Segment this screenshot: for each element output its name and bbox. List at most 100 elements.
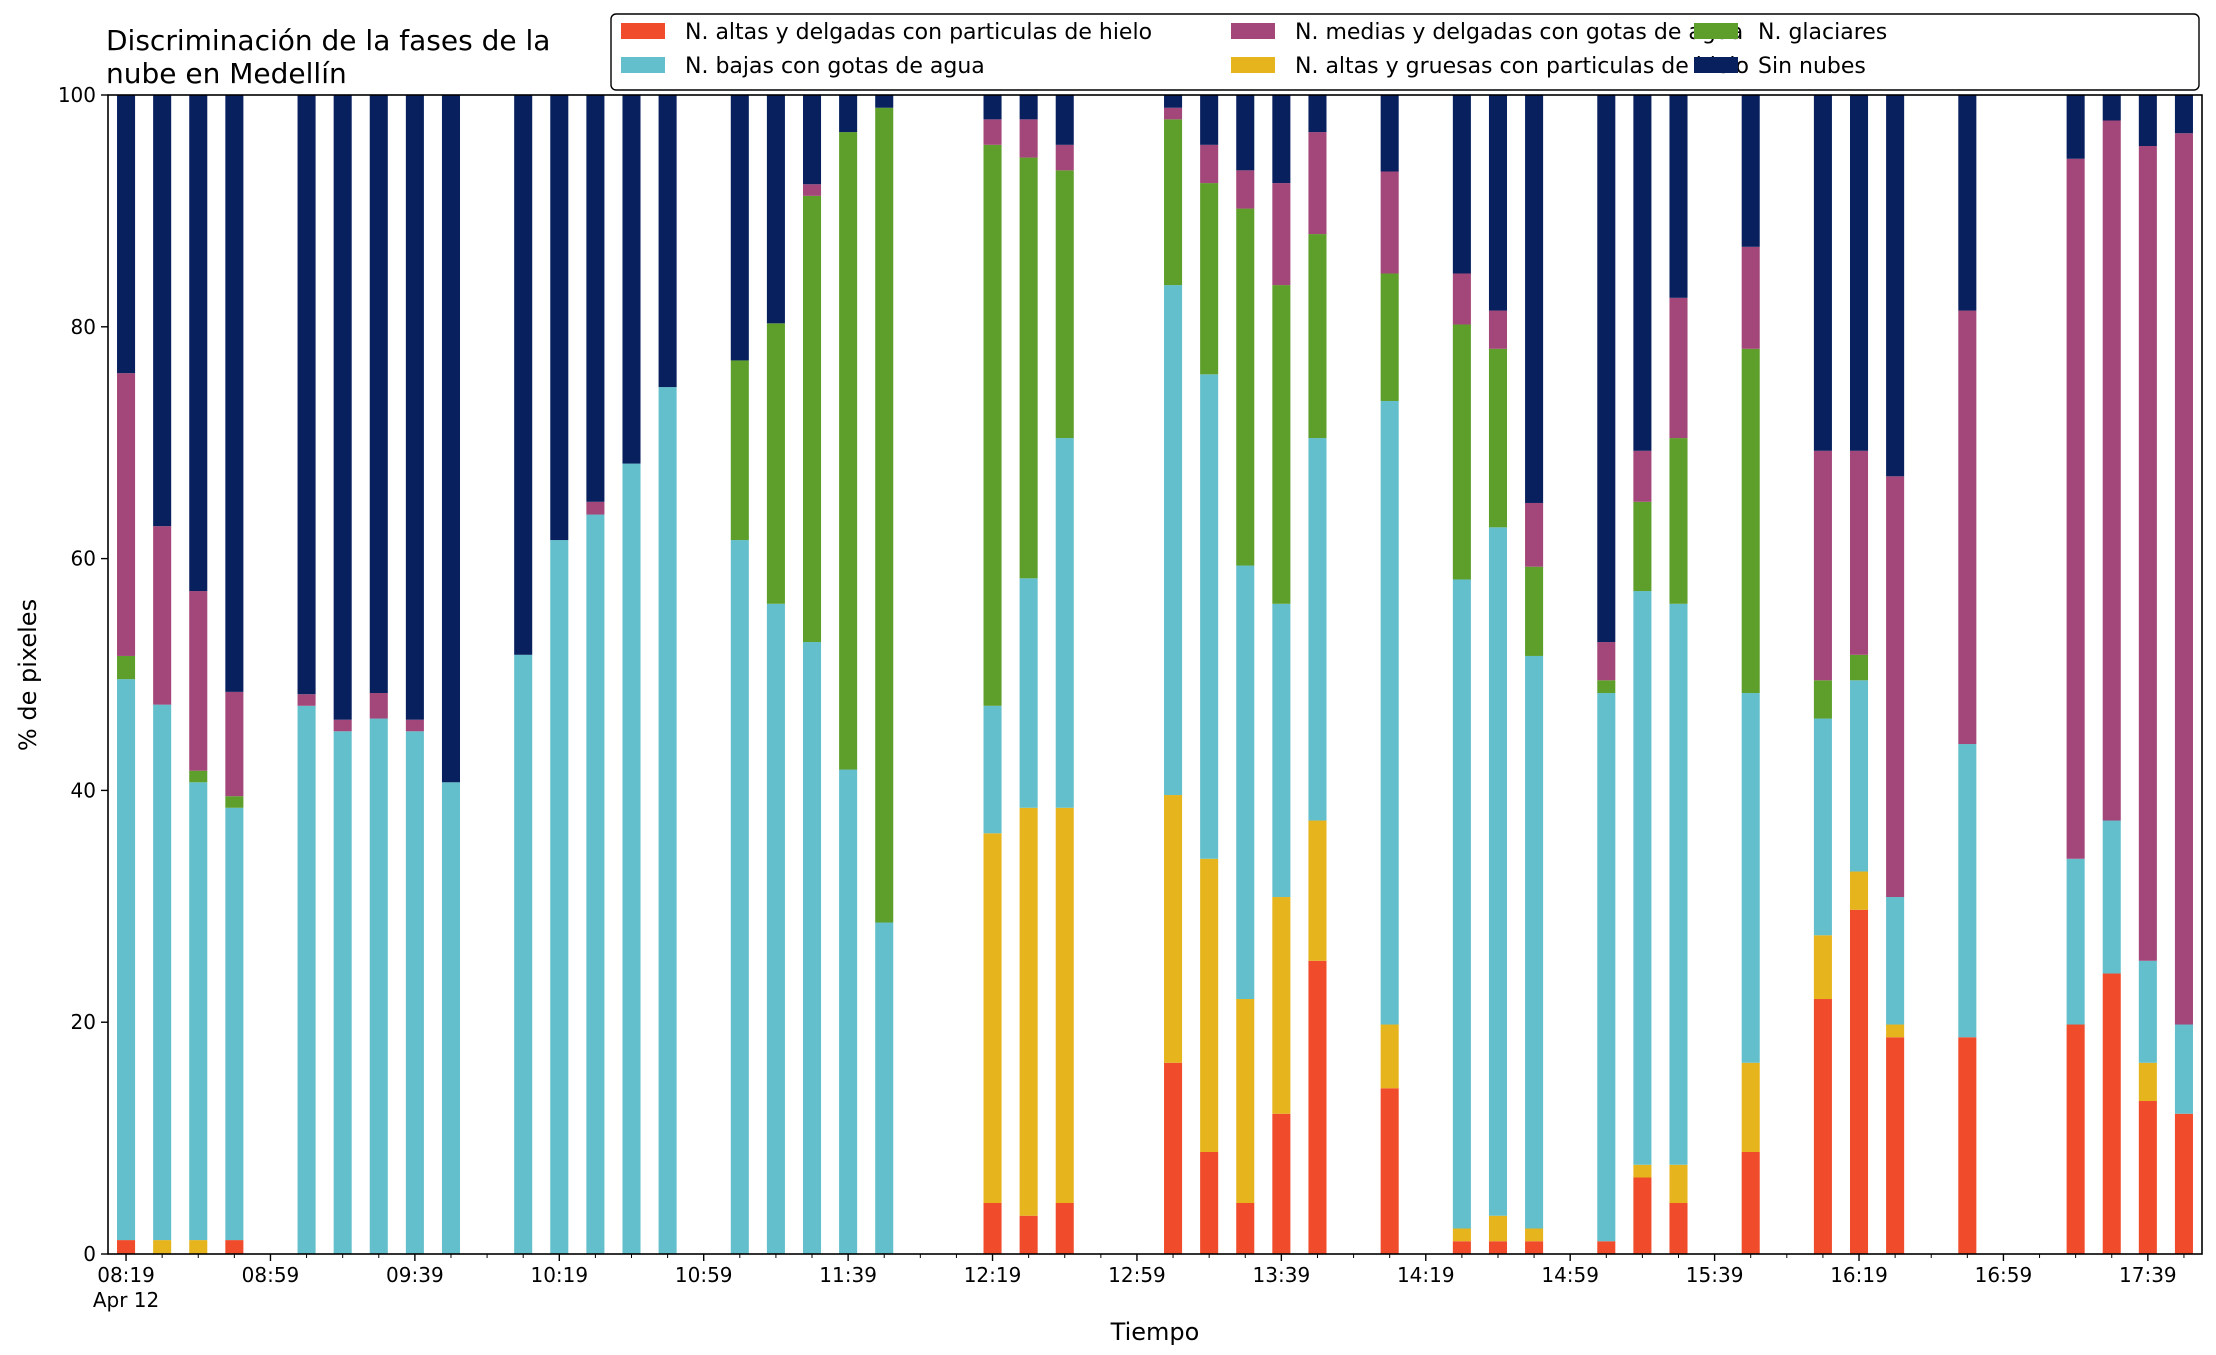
legend-item: N. altas y delgadas con particulas de hi… (621, 20, 1152, 45)
bar-segment (1452, 1241, 1471, 1254)
bar-segment (1308, 132, 1327, 235)
bar-segment (441, 782, 461, 1254)
bar-segment (405, 731, 424, 1254)
bar-segment (1669, 297, 1688, 439)
bar-stack (1236, 95, 1255, 1254)
bar-segment (1886, 1037, 1905, 1254)
bar-segment (1488, 1241, 1508, 1254)
bar-stack (1380, 95, 1399, 1254)
bar-stack (1525, 95, 1544, 1254)
bar-segment (2066, 1024, 2085, 1254)
bar-segment (1236, 1203, 1255, 1254)
bar-segment (1200, 858, 1219, 1153)
bar-segment (117, 679, 136, 1241)
bar-segment (1886, 1024, 1905, 1038)
bar-segment (1488, 1215, 1508, 1242)
bar-segment (1272, 1113, 1291, 1254)
bar-segment (117, 1240, 136, 1254)
bar-stack (550, 95, 569, 1254)
bar-segment (550, 540, 569, 1254)
legend-item: N. bajas con gotas de agua (621, 54, 985, 79)
bar-segment (1597, 642, 1616, 681)
bar-segment (1055, 95, 1074, 145)
bar-segment (1597, 693, 1616, 1242)
bar-segment (1380, 273, 1399, 401)
bar-stack (117, 95, 136, 1254)
bar-stack (586, 95, 605, 1254)
bar-stack (189, 95, 208, 1254)
legend-swatch (1694, 23, 1738, 39)
bar-segment (1813, 718, 1832, 936)
bar-segment (766, 95, 785, 324)
bar-stack (622, 95, 641, 1254)
bar-segment (297, 95, 316, 695)
legend-swatch (1231, 23, 1275, 39)
bar-segment (1525, 1228, 1544, 1242)
y-tick-label: 100 (58, 83, 96, 107)
bar-segment (2066, 95, 2085, 159)
legend-label: N. medias y delgadas con gotas de agua (1295, 20, 1743, 45)
bar-segment (1380, 400, 1399, 1025)
bar-stack (1741, 95, 1760, 1254)
bar-segment (153, 704, 172, 1241)
bar-segment (766, 323, 785, 604)
bar-segment (1958, 310, 1977, 745)
bar-segment (1813, 935, 1832, 1000)
bar-segment (1055, 170, 1074, 439)
bar-segment (1019, 1215, 1038, 1254)
bar-segment (1055, 144, 1074, 171)
bar-segment (1633, 591, 1652, 1165)
bar-segment (153, 1240, 172, 1254)
bar-segment (1813, 95, 1832, 451)
bar-stack (2138, 95, 2157, 1254)
bar-segment (2102, 973, 2121, 1254)
bar-segment (802, 642, 822, 1254)
bar-stack (1597, 95, 1616, 1254)
bar-stack (1488, 95, 1508, 1254)
bar-segment (1849, 909, 1869, 1254)
bar-segment (1633, 1177, 1652, 1254)
bar-segment (2174, 95, 2193, 134)
x-tick-label: 10:59 (675, 1263, 733, 1287)
bar-stack (297, 95, 316, 1254)
bar-segment (658, 95, 677, 388)
bar-segment (1164, 795, 1183, 1063)
bar-segment (1525, 655, 1544, 1229)
bar-segment (1597, 95, 1616, 643)
x-tick-label: 08:59 (242, 1263, 300, 1287)
bar-segment (1525, 502, 1544, 567)
bar-segment (1741, 246, 1760, 349)
x-tick-label: 10:19 (530, 1263, 588, 1287)
bar-stack (2174, 95, 2193, 1254)
y-tick-label: 60 (71, 547, 96, 571)
bar-segment (1633, 450, 1652, 502)
chart-title-line-2: nube en Medellín (106, 57, 347, 90)
bar-segment (1958, 1037, 1977, 1254)
y-tick-label: 40 (71, 778, 96, 802)
bar-segment (1597, 1241, 1616, 1254)
bar-segment (1886, 95, 1905, 477)
bar-segment (2138, 1101, 2157, 1254)
bar-stack (333, 95, 352, 1254)
bar-segment (1741, 1062, 1760, 1153)
x-tick-label: 11:39 (819, 1263, 877, 1287)
bar-segment (1055, 1203, 1074, 1254)
legend-swatch (621, 57, 665, 73)
bar-stack (153, 95, 172, 1254)
bar-stack (1452, 95, 1471, 1254)
bar-segment (1164, 1062, 1183, 1254)
x-tick-label: 15:39 (1686, 1263, 1744, 1287)
bar-segment (297, 705, 316, 1254)
bar-segment (1633, 501, 1652, 592)
bar-segment (1200, 1152, 1219, 1254)
bar-segment (2138, 1062, 2157, 1102)
bar-segment (1633, 95, 1652, 451)
bar-segment (1669, 95, 1688, 298)
bar-segment (1308, 438, 1327, 821)
bar-segment (1886, 476, 1905, 898)
bar-segment (1055, 807, 1074, 1204)
legend-item: N. glaciares (1694, 20, 1887, 45)
bar-segment (1741, 693, 1760, 1063)
bar-segment (1236, 170, 1255, 209)
